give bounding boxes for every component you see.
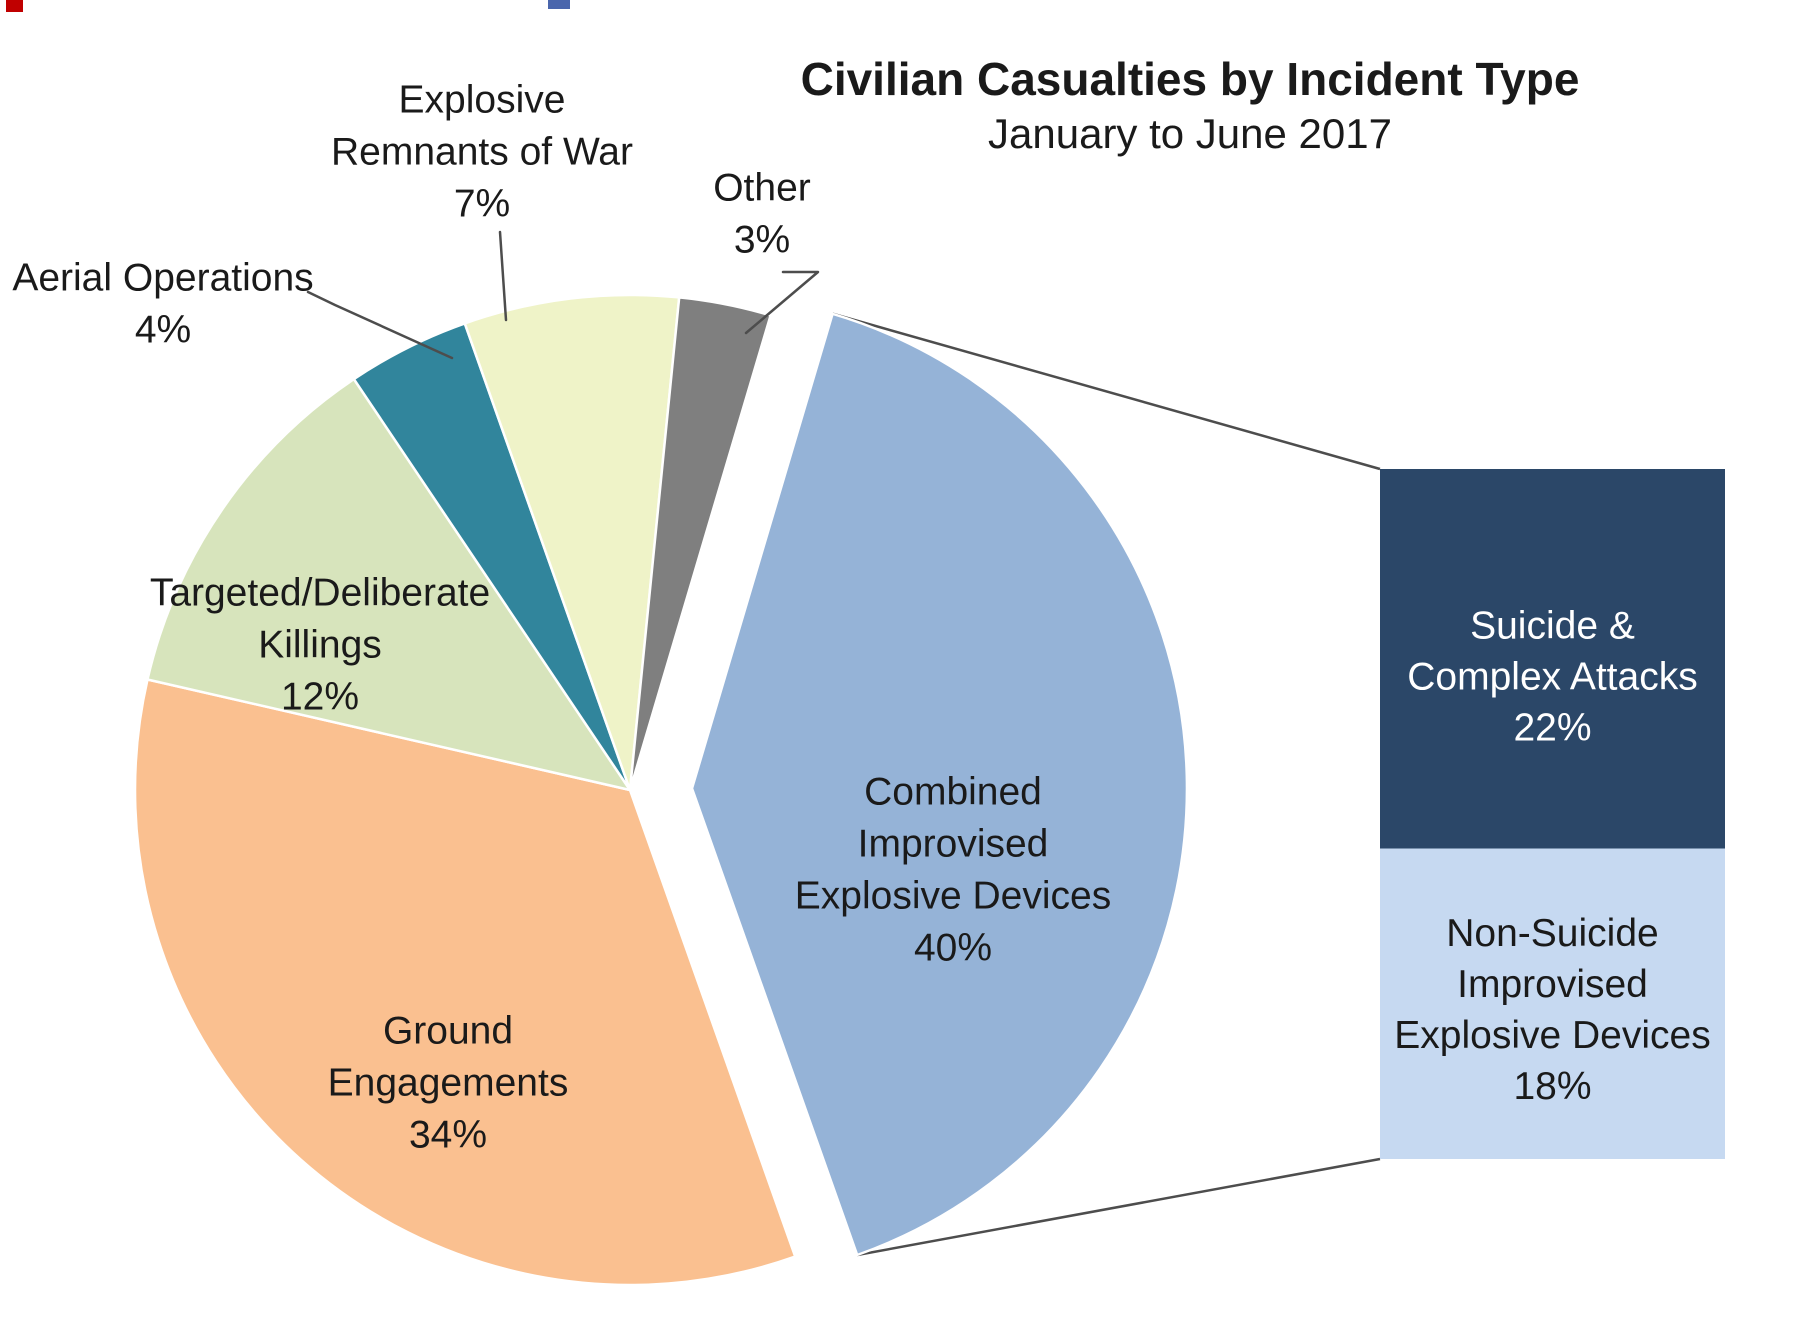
chart-subtitle: January to June 2017 [988, 110, 1392, 157]
bar-label-suicide: Suicide & [1470, 604, 1635, 647]
breakdown-connector-lines [832, 312, 1381, 1257]
pie-slice-cied [690, 312, 1189, 1257]
slice-label-erw: Explosive [399, 79, 566, 122]
slice-label-ground: Ground [383, 1010, 513, 1053]
pie-slice-ground [133, 678, 797, 1287]
artifact-mark-blue [548, 0, 570, 9]
breakdown-bar-nonsuicide [1380, 848, 1725, 1159]
leader-lines [306, 230, 820, 360]
breakdown-bar-suicide [1380, 469, 1725, 849]
bar-label-suicide: Complex Attacks [1407, 655, 1697, 698]
slice-label-cied: Combined [864, 771, 1042, 814]
leader-line-aerial [306, 290, 454, 360]
pie-slice-other [628, 296, 772, 792]
leader-line-other [744, 270, 820, 335]
leader-line-erw [498, 230, 508, 322]
breakdown-bars: Suicide & Complex Attacks 22% Non-Suicide Im… [1380, 469, 1725, 1159]
chart-title: Civilian Casualties by Incident Type [801, 53, 1580, 105]
scan-artifacts [6, 0, 570, 12]
slice-label-cied: Explosive Devices [795, 875, 1111, 918]
artifact-mark-red [6, 0, 23, 12]
bar-label-nonsuicide: Non-Suicide [1446, 912, 1658, 955]
slice-value-erw: 7% [454, 183, 510, 226]
pie-slices [133, 293, 1189, 1287]
pie-slice-targeted [146, 377, 632, 792]
slice-value-targeted: 12% [281, 676, 359, 719]
slice-label-erw: Remnants of War [331, 131, 633, 174]
slice-label-targeted: Killings [258, 624, 382, 667]
slice-value-ground: 34% [409, 1114, 487, 1157]
bar-label-nonsuicide: Improvised [1457, 963, 1648, 1006]
slice-label-cied: Improvised [858, 823, 1049, 866]
slice-labels: Combined Improvised Explosive Devices 40% Gr… [12, 79, 1111, 1157]
slice-label-targeted: Targeted/Deliberate [150, 572, 490, 615]
slice-label-other: Other [713, 167, 811, 210]
connector-line-bottom [856, 1157, 1381, 1257]
slice-label-ground: Engagements [328, 1062, 569, 1105]
connector-line-top [832, 312, 1381, 471]
slice-value-aerial: 4% [135, 309, 191, 352]
slice-label-aerial: Aerial Operations [12, 257, 313, 300]
slice-value-other: 3% [734, 219, 790, 262]
pie-slice-erw [463, 293, 681, 792]
bar-value-nonsuicide: 18% [1513, 1065, 1591, 1108]
bar-value-suicide: 22% [1513, 706, 1591, 749]
slice-value-cied: 40% [914, 927, 992, 970]
bar-label-nonsuicide: Explosive Devices [1394, 1014, 1710, 1057]
